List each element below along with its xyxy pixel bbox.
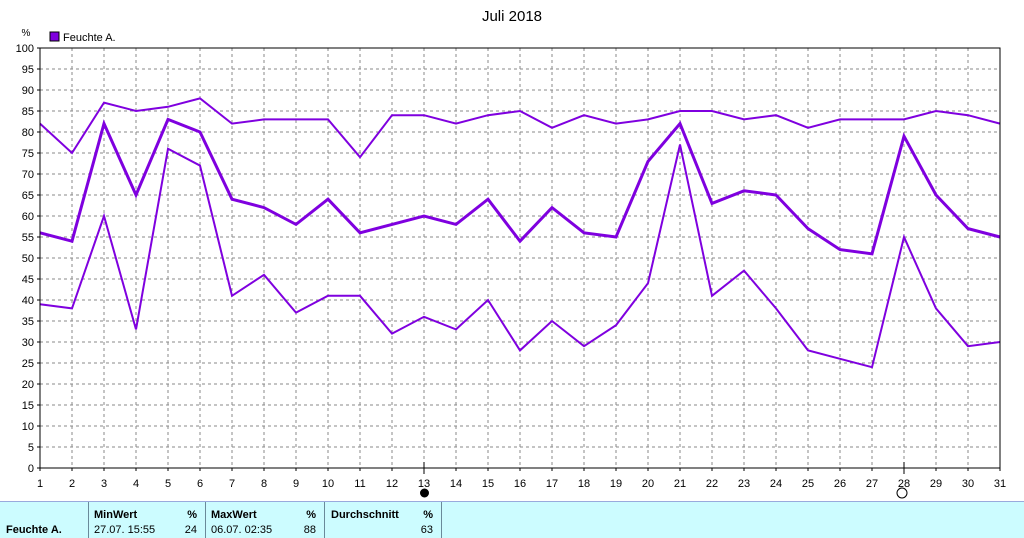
stats-avg-header: Durchschnitt	[331, 509, 399, 521]
y-tick-label: 80	[22, 127, 34, 139]
x-tick-label: 22	[706, 478, 718, 490]
x-tick-label: 4	[133, 478, 139, 490]
y-tick-label: 70	[22, 169, 34, 181]
moon-markers	[420, 462, 908, 499]
x-tick-label: 27	[866, 478, 878, 490]
stats-max-unit: %	[306, 509, 316, 521]
stats-separator	[88, 502, 89, 538]
y-tick-label: 10	[22, 421, 34, 433]
y-tick-label: 75	[22, 148, 34, 160]
stats-max-header: MaxWert	[211, 509, 257, 521]
series-lines	[39, 97, 1001, 369]
stats-separator	[205, 502, 206, 538]
stats-row-label-cell: Feuchte A.	[0, 502, 88, 538]
stats-min-cell: MinWert % 27.07. 15:55 24	[89, 502, 205, 538]
stats-avg-cell: Durchschnitt % 63	[325, 502, 441, 538]
x-tick-label: 19	[610, 478, 622, 490]
full-moon-icon	[420, 488, 429, 498]
y-tick-label: 65	[22, 190, 34, 202]
stats-max-value: 88	[303, 524, 316, 536]
y-tick-label: 30	[22, 337, 34, 349]
x-tick-label: 21	[674, 478, 686, 490]
y-tick-label: 50	[22, 253, 34, 265]
x-tick-label: 12	[386, 478, 398, 490]
x-tick-label: 26	[834, 478, 846, 490]
y-axis: 0 5 10 15 20 25 30 35 40 45 50 55 60 65 70 75 80 85 90 95 10…	[16, 43, 40, 475]
stats-max-cell: MaxWert % 06.07. 02:35 88	[206, 502, 324, 538]
x-tick-label: 25	[802, 478, 814, 490]
stats-min-unit: %	[187, 509, 197, 521]
y-tick-label: 20	[22, 379, 34, 391]
stats-min-when: 27.07. 15:55	[94, 524, 156, 536]
y-tick-label: 100	[16, 43, 34, 55]
stats-avg-value: 63	[420, 524, 433, 536]
stats-min-value: 24	[184, 524, 197, 536]
stats-panel: Feuchte A. MinWert % 27.07. 15:55 24 Max…	[0, 501, 1024, 538]
stats-min-header: MinWert	[94, 509, 138, 521]
x-tick-label: 2	[69, 478, 75, 490]
y-tick-label: 95	[22, 64, 34, 76]
x-tick-label: 5	[165, 478, 171, 490]
y-unit-label: %	[22, 28, 31, 39]
y-tick-label: 15	[22, 400, 34, 412]
x-tick-label: 29	[930, 478, 942, 490]
y-tick-label: 5	[28, 442, 34, 454]
y-tick-label: 45	[22, 274, 34, 286]
x-tick-label: 7	[229, 478, 235, 490]
x-tick-label: 17	[546, 478, 558, 490]
x-tick-label: 1	[37, 478, 43, 490]
stats-max-when: 06.07. 02:35	[211, 524, 273, 536]
grid	[40, 48, 1000, 468]
y-tick-label: 55	[22, 232, 34, 244]
chart-title: Juli 2018	[482, 8, 542, 25]
series-line-min	[39, 144, 1001, 369]
x-axis: 1 2 3 4 5 6 7 8 9 10 11 12 13 14 15 16 17 18 19 20 21 22 23 24 2…	[37, 468, 1006, 490]
legend-label: Feuchte A.	[63, 32, 116, 44]
stats-avg-unit: %	[423, 509, 433, 521]
stats-row-label: Feuchte A.	[6, 524, 62, 536]
x-tick-label: 3	[101, 478, 107, 490]
stats-separator	[324, 502, 325, 538]
y-tick-label: 90	[22, 85, 34, 97]
x-tick-label: 8	[261, 478, 267, 490]
x-tick-label: 14	[450, 478, 462, 490]
stats-separator	[441, 502, 442, 538]
series-line-avg	[39, 117, 1001, 256]
x-tick-label: 31	[994, 478, 1006, 490]
y-tick-label: 85	[22, 106, 34, 118]
x-tick-label: 9	[293, 478, 299, 490]
x-tick-label: 23	[738, 478, 750, 490]
x-tick-label: 11	[354, 478, 365, 490]
x-tick-label: 20	[642, 478, 654, 490]
x-tick-label: 13	[418, 478, 430, 490]
y-tick-label: 35	[22, 316, 34, 328]
x-tick-label: 10	[322, 478, 334, 490]
y-tick-label: 0	[28, 463, 34, 475]
x-tick-label: 16	[514, 478, 526, 490]
y-tick-label: 25	[22, 358, 34, 370]
new-moon-icon	[896, 487, 908, 499]
x-tick-label: 24	[770, 478, 782, 490]
legend-swatch	[49, 31, 60, 42]
y-tick-label: 60	[22, 211, 34, 223]
series-line-max	[39, 97, 1001, 159]
x-tick-label: 18	[578, 478, 590, 490]
plot-frame	[39, 47, 1001, 469]
x-tick-label: 6	[197, 478, 203, 490]
x-tick-label: 28	[898, 478, 910, 490]
x-tick-label: 30	[962, 478, 974, 490]
y-tick-label: 40	[22, 295, 34, 307]
humidity-chart: Juli 2018 % Feuchte A. 05101520253035404…	[16, 8, 1006, 499]
x-tick-label: 15	[482, 478, 494, 490]
